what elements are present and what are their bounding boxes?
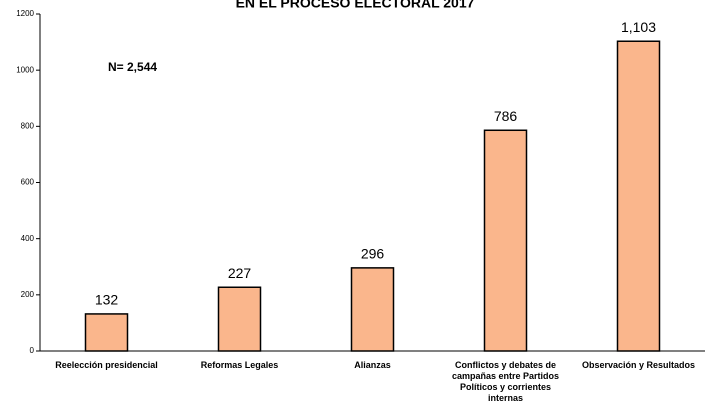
- y-tick-label: 1200: [16, 9, 34, 18]
- bar: [616, 40, 661, 352]
- y-tick-label: 800: [21, 121, 35, 130]
- y-tick-label: 0: [30, 346, 35, 355]
- value-label: 296: [361, 246, 385, 262]
- x-tick-label: Alianzas: [354, 360, 391, 370]
- value-label: 132: [95, 292, 119, 308]
- y-tick-label: 1000: [16, 65, 34, 74]
- x-tick-label: Reelección presidencial: [55, 360, 158, 370]
- y-tick-label: 200: [21, 290, 35, 299]
- bar: [217, 286, 262, 352]
- x-tick-label: Reformas Legales: [200, 360, 279, 370]
- y-tick-label: 400: [21, 234, 35, 243]
- value-label: 227: [228, 265, 252, 281]
- value-label: 786: [494, 108, 518, 124]
- x-tick-label: Observación y Resultados: [581, 360, 696, 370]
- bar: [84, 313, 129, 352]
- bar: [483, 129, 528, 352]
- bar: [350, 267, 395, 352]
- annotation: N= 2,544: [108, 60, 157, 74]
- chart-title: EN EL PROCESO ELECTORAL 2017: [236, 0, 475, 11]
- value-label: 1,103: [621, 19, 656, 35]
- y-tick-label: 600: [21, 178, 35, 187]
- x-tick-label: Conflictos y debates de campañas entre P…: [451, 360, 560, 403]
